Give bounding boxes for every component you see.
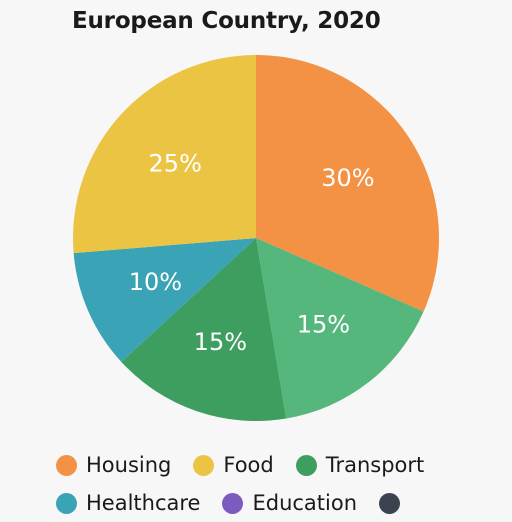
- pie-slice-food-4: [73, 55, 256, 254]
- legend-item-healthcare: Healthcare: [56, 491, 200, 515]
- pie-slice-transport-2: [121, 238, 287, 421]
- chart-title: European Country, 2020: [72, 8, 381, 34]
- legend-label: Education: [252, 491, 358, 515]
- legend-item-unlabeled: [379, 492, 409, 514]
- pie-slice-housing-0: [256, 55, 439, 312]
- slice-label: 25%: [149, 150, 202, 178]
- legend-label: Transport: [325, 453, 425, 477]
- legend-label: Housing: [86, 453, 172, 477]
- legend-label: Food: [223, 453, 274, 477]
- legend: Housing Food Transport Healthcare Educat…: [56, 446, 496, 522]
- slice-label: 30%: [321, 164, 374, 192]
- legend-row: Housing Food Transport: [56, 446, 496, 484]
- legend-item-housing: Housing: [56, 453, 171, 477]
- pie-chart: 30% 15% 15% 10% 25%: [73, 55, 439, 421]
- legend-swatch: [222, 492, 244, 514]
- legend-swatch: [56, 492, 77, 514]
- pie-slice-healthcare-3: [73, 238, 257, 362]
- legend-row: Healthcare Education: [56, 484, 496, 522]
- legend-label: Healthcare: [86, 491, 201, 515]
- legend-item-education: Education: [222, 491, 357, 515]
- pie-slice-transport-1: [256, 238, 424, 419]
- slice-label: 10%: [129, 268, 182, 296]
- legend-swatch: [193, 454, 215, 476]
- legend-swatch: [56, 454, 77, 476]
- legend-item-transport: Transport: [295, 453, 425, 477]
- legend-swatch: [379, 492, 401, 514]
- legend-swatch: [295, 454, 317, 476]
- legend-item-food: Food: [193, 453, 274, 477]
- slice-label: 15%: [297, 311, 350, 339]
- slice-label: 15%: [194, 328, 247, 356]
